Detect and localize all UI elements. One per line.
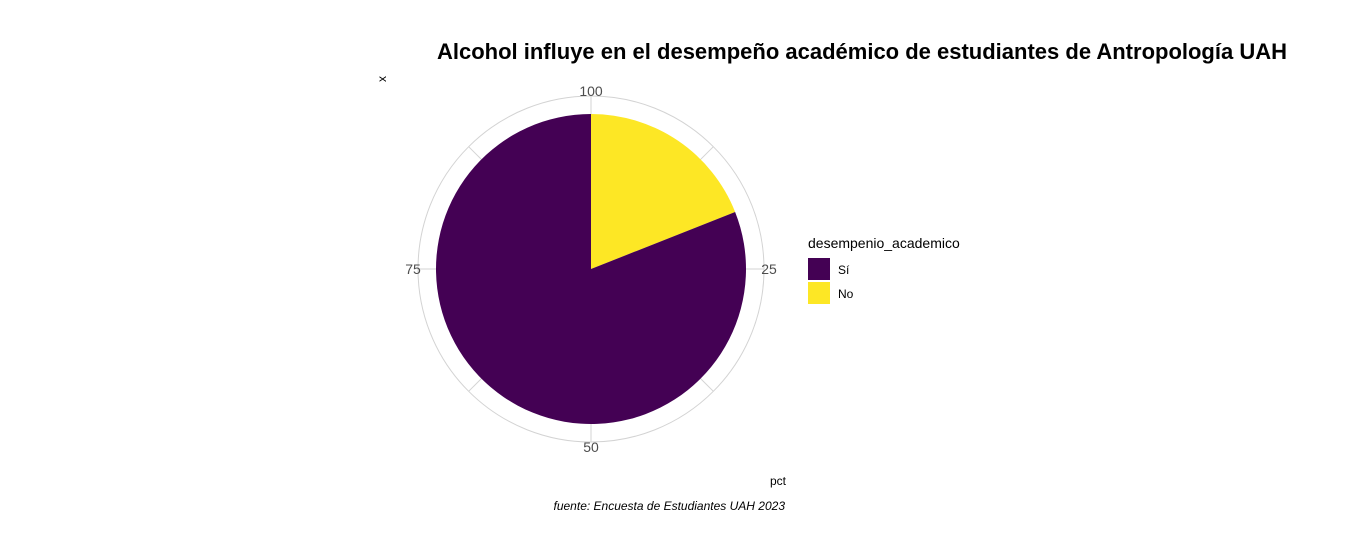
legend-swatch-no xyxy=(808,282,830,304)
tick-label-25: 25 xyxy=(761,261,777,277)
pie-slice-si xyxy=(435,114,746,425)
legend-swatch-si xyxy=(808,258,830,280)
tick-label-75: 75 xyxy=(405,261,421,277)
tick-label-100: 100 xyxy=(579,83,603,99)
legend-label-no: No xyxy=(838,287,854,301)
tick-label-50: 50 xyxy=(583,439,599,455)
pie-slice-no xyxy=(591,114,736,269)
chart-title: Alcohol influye en el desempeño académic… xyxy=(437,39,1287,64)
y-axis-label: pct xyxy=(770,474,787,488)
chart-caption: fuente: Encuesta de Estudiantes UAH 2023 xyxy=(554,499,786,513)
legend-label-si: Sí xyxy=(838,263,850,277)
legend: desempenio_academico Sí No xyxy=(808,235,960,304)
pie-slices xyxy=(435,114,746,425)
legend-title: desempenio_academico xyxy=(808,235,960,251)
x-axis-label: x xyxy=(375,76,389,82)
